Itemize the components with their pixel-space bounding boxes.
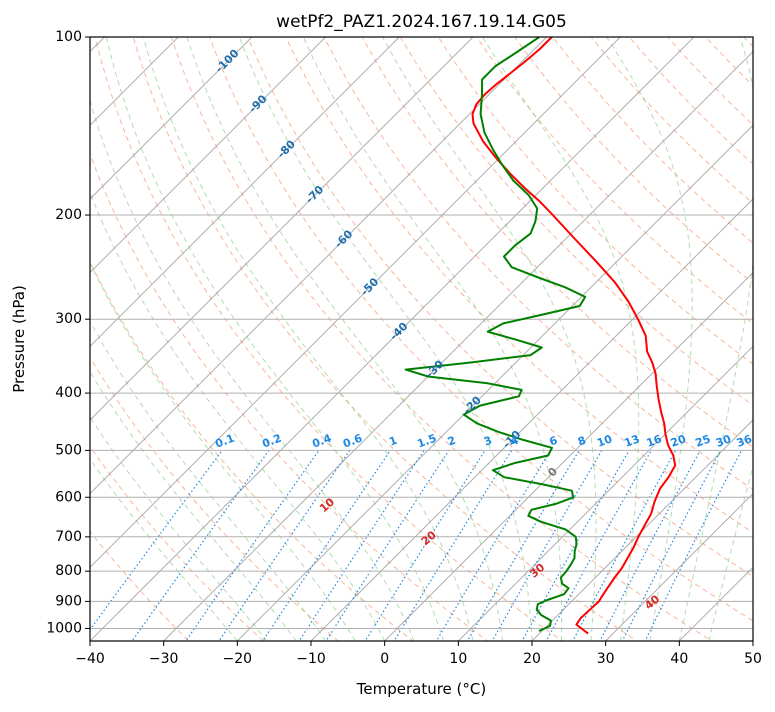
- mixing-ratio-label: 0.4: [310, 432, 333, 451]
- dry-adiabat-line: [399, 37, 753, 407]
- dry-adiabat-line: [476, 37, 753, 325]
- dry-adiabat-line: [247, 37, 753, 577]
- y-tick-label: 800: [55, 563, 82, 579]
- mixing-ratio-label: 36: [735, 432, 754, 450]
- x-tick-label: 10: [449, 651, 467, 667]
- x-tick-label: 50: [744, 651, 762, 667]
- y-tick-label: 600: [55, 489, 82, 505]
- isotherm-line: [90, 37, 548, 495]
- plot-frame: [89, 36, 754, 642]
- moist-adiabat-line: [238, 37, 533, 641]
- x-tick-label: −30: [149, 651, 179, 667]
- moist-adiabat-line: [90, 458, 238, 641]
- mixing-ratio-label: 3: [482, 434, 494, 449]
- isotherm-line: [90, 37, 695, 641]
- x-tick-label: −20: [223, 651, 253, 667]
- mixing-ratio-label: 30: [714, 432, 733, 450]
- isotherm-line: [90, 37, 401, 348]
- moist-adiabat-line: [90, 370, 297, 641]
- x-tick-label: 40: [670, 651, 688, 667]
- isotherm-line: [457, 345, 753, 641]
- mixing-ratio-label: 0.2: [260, 432, 283, 451]
- y-tick-label: 900: [55, 593, 82, 609]
- x-axis-label: Temperature (°C): [356, 680, 486, 698]
- isotherm-line: [236, 124, 753, 641]
- isotherm-line: [162, 50, 753, 641]
- y-tick-label: 200: [55, 207, 82, 223]
- dry-adiabat-line: [132, 37, 638, 641]
- mixing-ratio-label: 1: [387, 434, 399, 449]
- moist-adiabat-line: [90, 191, 386, 641]
- isotherm-line: [90, 37, 253, 200]
- dry-adiabat-line: [90, 260, 414, 641]
- y-tick-label: 400: [55, 385, 82, 401]
- x-tick-label: 30: [597, 651, 615, 667]
- mixing-ratio-label: 1.5: [416, 432, 439, 451]
- mixing-ratio-label: 4: [509, 434, 521, 449]
- mixing-ratio-label: 10: [595, 432, 614, 450]
- isotherm-line: [90, 37, 474, 421]
- isotherm-line: [90, 37, 622, 569]
- mixing-ratio-label: 2: [446, 434, 458, 449]
- y-tick-label: 500: [55, 442, 82, 458]
- y-tick-label: 100: [55, 29, 82, 45]
- dry-adiabat-line: [208, 37, 753, 622]
- dry-adiabat-line: [90, 356, 339, 641]
- mixing-ratio-label: 20: [669, 432, 688, 450]
- dry-adiabat-line: [90, 445, 265, 641]
- isotherm-line: [310, 198, 753, 641]
- isotherm-line: [531, 419, 753, 641]
- x-tick-label: 0: [380, 651, 389, 667]
- dewpoint-line: [404, 37, 587, 632]
- moist-adiabat-line: [382, 37, 597, 641]
- mixing-ratio-label: 16: [645, 432, 664, 450]
- x-tick-label: 20: [523, 651, 541, 667]
- x-tick-label: −40: [75, 651, 105, 667]
- isotherm-line: [90, 37, 327, 274]
- y-tick-label: 300: [55, 311, 82, 327]
- moist-adiabat-line: [142, 37, 474, 641]
- y-tick-label: 700: [55, 529, 82, 545]
- moist-adiabat-line: [481, 37, 640, 641]
- y-axis-label: Pressure (hPa): [10, 285, 28, 393]
- mixing-ratio-label: 8: [576, 434, 588, 449]
- isotherm-line: [383, 271, 753, 641]
- isotherm-line: [604, 492, 753, 641]
- dry-adiabat-line: [170, 37, 713, 641]
- temperature-line: [471, 37, 677, 635]
- chart-title: wetPf2_PAZ1.2024.167.19.14.G05: [276, 12, 567, 32]
- mixing-ratio-label: 13: [623, 432, 642, 449]
- moist-adiabat-line: [606, 37, 693, 641]
- moist-adiabat-line: [90, 416, 268, 641]
- y-tick-label: 1000: [46, 620, 82, 636]
- x-tick-label: −10: [296, 651, 326, 667]
- mixing-ratio-label: 6: [548, 434, 560, 449]
- isotherm-line: [90, 37, 180, 127]
- dry-adiabat-line: [94, 37, 564, 641]
- dry-adiabat-line: [90, 152, 489, 641]
- moist-adiabat-line: [105, 37, 445, 641]
- mixing-ratio-label: 0.6: [341, 432, 364, 451]
- mixing-ratio-label: 25: [694, 432, 713, 449]
- moist-adiabat-line: [90, 261, 356, 641]
- mixing-ratio-label: 0.1: [214, 432, 237, 451]
